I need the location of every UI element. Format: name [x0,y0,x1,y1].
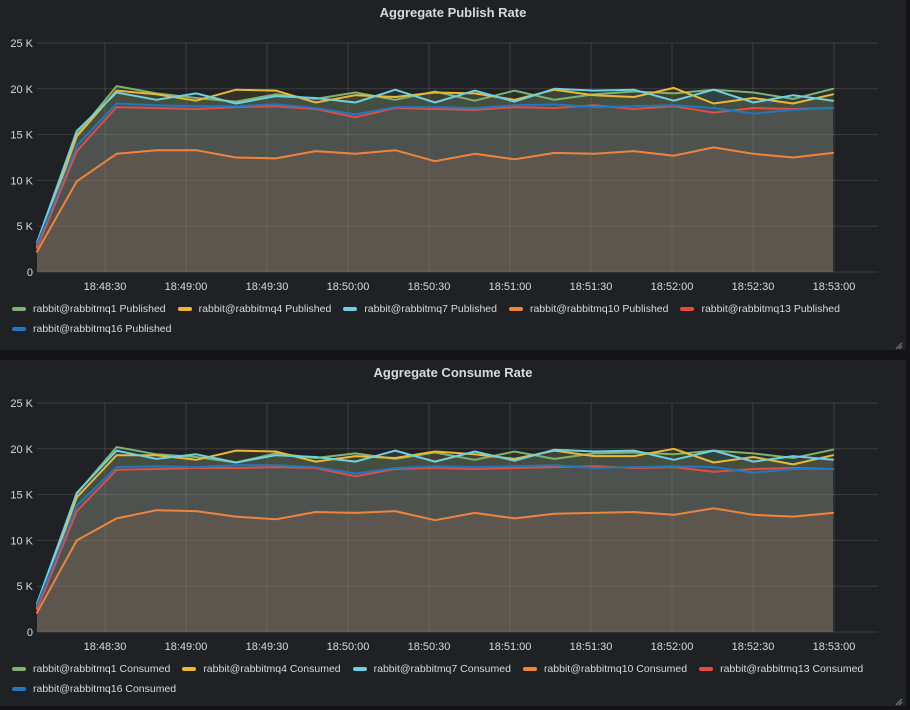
series-line [36,146,834,253]
x-tick-label: 18:49:30 [246,281,289,293]
panel-title[interactable]: Aggregate Consume Rate [373,365,533,380]
legend-label: rabbit@rabbitmq4 Published [198,303,332,315]
series-color-swatch-icon [508,307,523,311]
series-line [36,102,834,246]
x-tick-label: 18:50:30 [408,281,451,293]
y-tick-label: 0 [27,267,33,279]
legend-label: rabbit@rabbitmq13 Published [701,303,840,315]
x-tick-label: 18:51:30 [570,641,613,653]
y-tick-label: 10 K [10,175,33,187]
x-tick-label: 18:52:30 [732,281,775,293]
publish-rate-chart[interactable]: 0 5 K 10 K 15 K 20 K 25 K 18:48:30 18:49:00 18:4… [0,0,906,296]
x-tick-label: 18:53:00 [813,281,856,293]
series-fills [37,86,833,273]
legend-item[interactable]: rabbit@rabbitmq10 Consumed [522,659,688,679]
y-tick-label: 15 K [10,490,33,502]
legend-item[interactable]: rabbit@rabbitmq13 Published [680,299,840,319]
resize-corner-icon [895,698,903,706]
legend-item[interactable]: rabbit@rabbitmq10 Published [508,299,669,319]
y-tick-label: 25 K [10,398,33,410]
series-line [36,86,834,249]
x-tick-label: 18:50:00 [327,641,370,653]
legend: rabbit@rabbitmq1 Consumed rabbit@rabbitmq… [12,659,898,699]
series-line [36,448,834,605]
y-tick-label: 15 K [10,130,33,142]
series-color-swatch-icon [12,667,26,671]
legend-label: rabbit@rabbitmq10 Consumed [543,663,688,675]
panel-title[interactable]: Aggregate Publish Rate [379,5,527,20]
y-tick-label: 10 K [10,535,33,547]
panel-aggregate-publish-rate: Aggregate Publish Rate 0 5 K 10 K 15 K 20 K 2… [0,0,906,350]
legend-item[interactable]: rabbit@rabbitmq4 Consumed [182,659,341,679]
x-tick-label: 18:52:00 [651,281,694,293]
series-line [36,464,834,607]
series-color-swatch-icon [699,667,714,671]
series-color-swatch-icon [680,307,695,311]
series-color-swatch-icon [352,667,367,671]
legend-label: rabbit@rabbitmq16 Published [33,323,172,335]
y-tick-label: 5 K [16,581,33,593]
x-tick-label: 18:51:30 [570,281,613,293]
series-line [36,465,834,611]
x-tick-label: 18:50:00 [327,281,370,293]
series-line [36,507,834,614]
x-tick-label: 18:48:30 [84,281,127,293]
legend-label: rabbit@rabbitmq16 Consumed [33,683,177,695]
legend-label: rabbit@rabbitmq4 Consumed [203,663,341,675]
series-color-swatch-icon [522,667,537,671]
x-tick-label: 18:52:00 [651,641,694,653]
legend-item[interactable]: rabbit@rabbitmq16 Consumed [12,679,176,699]
x-tick-label: 18:49:30 [246,641,289,653]
series-color-swatch-icon [177,307,192,311]
legend-label: rabbit@rabbitmq13 Consumed [720,663,864,675]
series-color-swatch-icon [182,667,197,671]
x-tick-label: 18:51:00 [489,641,532,653]
y-tick-label: 0 [27,627,33,639]
series-line [36,87,834,244]
series-line [36,104,834,250]
panel-aggregate-consume-rate: Aggregate Consume Rate 0 5 K 10 K 15 K 20 K 2… [0,360,906,706]
legend-item[interactable]: rabbit@rabbitmq7 Published [343,299,497,319]
x-tick-label: 18:50:30 [408,641,451,653]
legend-label: rabbit@rabbitmq7 Published [364,303,497,315]
y-tick-label: 20 K [10,84,33,96]
legend-label: rabbit@rabbitmq1 Published [33,303,166,315]
legend-item[interactable]: rabbit@rabbitmq16 Published [12,319,172,339]
series-color-swatch-icon [12,307,26,311]
legend-item[interactable]: rabbit@rabbitmq1 Consumed [12,659,170,679]
panel-resize-handle-icon[interactable] [893,693,903,706]
legend-item[interactable]: rabbit@rabbitmq7 Consumed [352,659,511,679]
series-color-swatch-icon [12,327,26,331]
x-tick-label: 18:48:30 [84,641,127,653]
y-tick-label: 5 K [16,221,33,233]
legend-item[interactable]: rabbit@rabbitmq4 Published [177,299,332,319]
legend-label: rabbit@rabbitmq10 Published [529,303,669,315]
series-color-swatch-icon [343,307,358,311]
grid-lines [37,402,878,633]
legend-item[interactable]: rabbit@rabbitmq1 Published [12,299,166,319]
grid-lines [37,42,878,273]
consume-rate-chart[interactable]: 0 5 K 10 K 15 K 20 K 25 K 18:48:30 18:49:00 18:4… [0,360,906,656]
x-tick-label: 18:52:30 [732,641,775,653]
resize-corner-icon [895,342,903,350]
series-color-swatch-icon [12,687,26,691]
series-line [36,85,834,248]
y-tick-label: 25 K [10,38,33,50]
y-tick-label: 20 K [10,444,33,456]
series-fills [37,447,833,632]
x-tick-label: 18:49:00 [165,641,208,653]
legend-item[interactable]: rabbit@rabbitmq13 Consumed [699,659,863,679]
legend-label: rabbit@rabbitmq7 Consumed [373,663,511,675]
x-tick-label: 18:53:00 [813,641,856,653]
panel-resize-handle-icon[interactable] [893,337,903,350]
legend-label: rabbit@rabbitmq1 Consumed [33,663,171,675]
x-tick-label: 18:51:00 [489,281,532,293]
legend: rabbit@rabbitmq1 Published rabbit@rabbitm… [12,299,898,339]
x-tick-label: 18:49:00 [165,281,208,293]
